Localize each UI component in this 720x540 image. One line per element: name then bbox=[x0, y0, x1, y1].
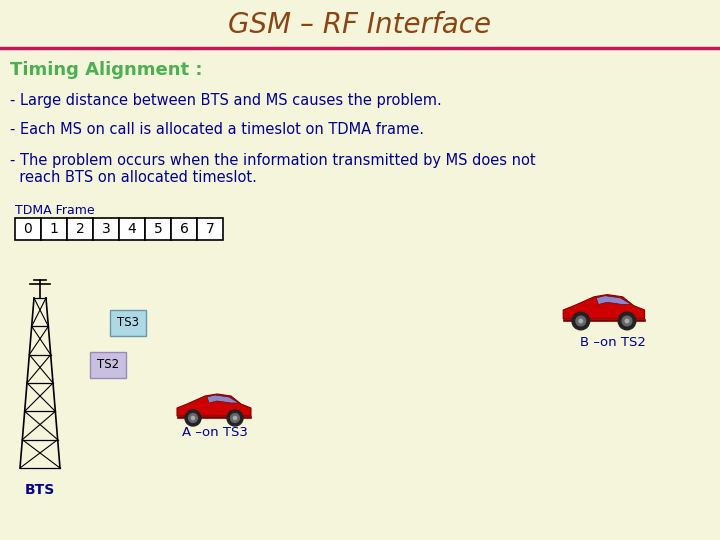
Polygon shape bbox=[596, 296, 631, 305]
Circle shape bbox=[579, 319, 582, 323]
Bar bbox=[41, 218, 67, 240]
Text: 6: 6 bbox=[179, 222, 189, 236]
Bar bbox=[171, 218, 197, 240]
Text: 1: 1 bbox=[50, 222, 58, 236]
Bar bbox=[119, 218, 145, 240]
Text: reach BTS on allocated timeslot.: reach BTS on allocated timeslot. bbox=[10, 170, 257, 185]
Circle shape bbox=[572, 312, 590, 330]
Text: 4: 4 bbox=[127, 222, 136, 236]
Bar bbox=[67, 218, 93, 240]
Text: TS2: TS2 bbox=[97, 359, 119, 372]
Polygon shape bbox=[177, 416, 251, 418]
Text: BTS: BTS bbox=[25, 483, 55, 497]
Text: TDMA Frame: TDMA Frame bbox=[15, 204, 94, 217]
Bar bbox=[90, 352, 126, 378]
Text: Timing Alignment :: Timing Alignment : bbox=[10, 61, 202, 79]
Circle shape bbox=[189, 414, 197, 422]
Circle shape bbox=[185, 410, 201, 426]
Circle shape bbox=[576, 316, 585, 326]
Circle shape bbox=[230, 414, 239, 422]
Polygon shape bbox=[563, 319, 644, 321]
Text: 0: 0 bbox=[24, 222, 32, 236]
Circle shape bbox=[618, 312, 636, 330]
Text: TS3: TS3 bbox=[117, 316, 139, 329]
Text: 5: 5 bbox=[153, 222, 163, 236]
Bar bbox=[145, 218, 171, 240]
Text: 7: 7 bbox=[206, 222, 215, 236]
Text: B –on TS2: B –on TS2 bbox=[580, 335, 646, 348]
Circle shape bbox=[227, 410, 243, 426]
Polygon shape bbox=[177, 394, 251, 416]
Circle shape bbox=[233, 416, 237, 420]
Bar bbox=[93, 218, 119, 240]
Circle shape bbox=[192, 416, 194, 420]
Text: A –on TS3: A –on TS3 bbox=[182, 426, 248, 438]
Text: - Large distance between BTS and MS causes the problem.: - Large distance between BTS and MS caus… bbox=[10, 92, 442, 107]
Circle shape bbox=[625, 319, 629, 323]
Bar bbox=[110, 310, 146, 336]
Text: 2: 2 bbox=[76, 222, 84, 236]
Circle shape bbox=[622, 316, 632, 326]
Text: - Each MS on call is allocated a timeslot on TDMA frame.: - Each MS on call is allocated a timeslo… bbox=[10, 123, 424, 138]
Text: GSM – RF Interface: GSM – RF Interface bbox=[228, 11, 492, 39]
Bar bbox=[15, 218, 41, 240]
Text: 3: 3 bbox=[102, 222, 110, 236]
Polygon shape bbox=[207, 395, 239, 403]
Text: - The problem occurs when the information transmitted by MS does not: - The problem occurs when the informatio… bbox=[10, 152, 536, 167]
Polygon shape bbox=[563, 295, 644, 319]
Bar bbox=[197, 218, 223, 240]
